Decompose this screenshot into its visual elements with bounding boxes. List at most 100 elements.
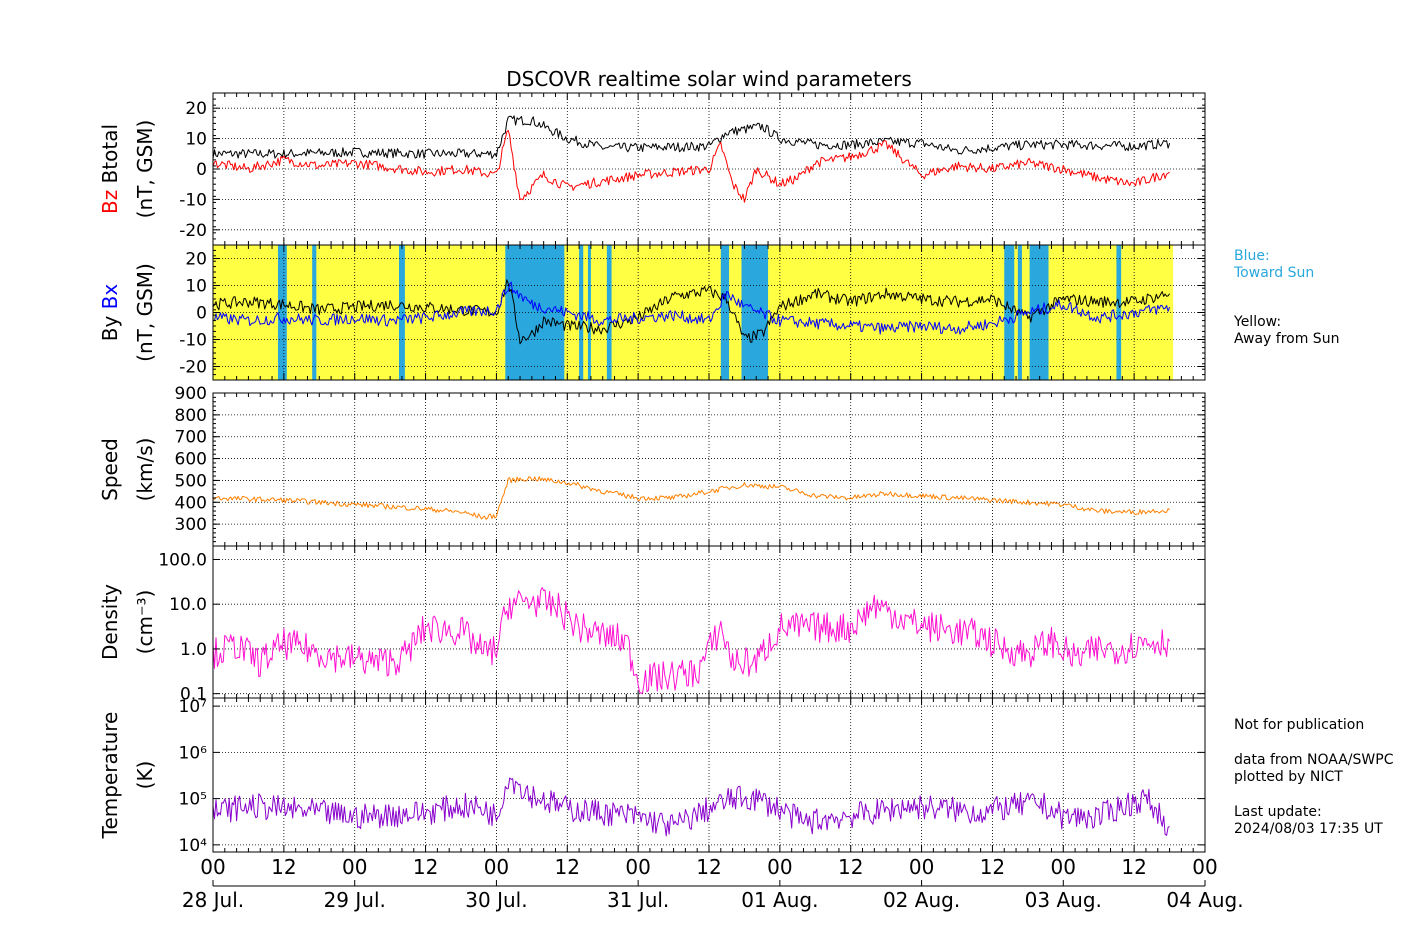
x-hour-tick-label: 12 <box>271 855 296 879</box>
y-tick-label: 1.0 <box>180 640 207 660</box>
legend-yellow-title: Yellow: <box>1234 314 1282 330</box>
x-hour-tick-label: 12 <box>980 855 1005 879</box>
data-source-note: data from NOAA/SWPC <box>1234 752 1394 768</box>
x-hour-tick-label: 00 <box>1051 855 1076 879</box>
legend-blue-desc: Toward Sun <box>1234 265 1315 281</box>
series-line-temperature <box>213 777 1170 837</box>
y-axis-units: (nT, GSM) <box>133 263 157 362</box>
x-hour-tick-label: 12 <box>555 855 580 879</box>
y-axis-units: (K) <box>133 761 157 790</box>
panel-5: 10⁴ 10⁵ 10⁶ 10⁷ Temperature (K) <box>98 697 1206 856</box>
panel-frame <box>212 697 1206 853</box>
panel-plot-area <box>213 93 1205 245</box>
y-tick-label: 10⁵ <box>179 790 207 810</box>
y-axis-label: Bz Btotal <box>98 124 122 214</box>
x-hour-tick-label: 00 <box>200 855 225 879</box>
y-tick-label: -20 <box>179 221 207 241</box>
y-tick-label: -10 <box>179 331 207 351</box>
y-tick-label: 0 <box>196 304 207 324</box>
panel-2: 20 10 0 -10 -20 By Bx (nT, GSM) <box>98 244 1206 381</box>
panel-frame <box>212 392 1206 547</box>
x-date-label: 03 Aug. <box>1025 888 1102 912</box>
panel-plot-area <box>213 698 1205 852</box>
series-line-by <box>213 279 1171 345</box>
x-date-label: 30 Jul. <box>465 888 527 912</box>
y-tick-label: -10 <box>179 190 207 210</box>
y-tick-label: 20 <box>185 99 207 119</box>
y-axis-label-part: Bz <box>98 183 122 214</box>
x-axis: 00 12 00 12 00 12 00 12 00 12 00 12 00 12 00 28 Jul. 29 … <box>182 855 1244 912</box>
y-tick-label: 10 <box>185 130 207 150</box>
series-line-bz <box>213 129 1170 203</box>
last-update-label: Last update: <box>1234 804 1322 820</box>
toward-sun-band <box>587 245 591 380</box>
y-axis-label-part: Btotal <box>98 124 122 183</box>
y-tick-label: 800 <box>175 406 207 426</box>
panel-plot-area <box>213 245 1205 380</box>
x-date-label: 29 Jul. <box>324 888 386 912</box>
x-hour-tick-label: 00 <box>625 855 650 879</box>
series-line-bx <box>213 281 1171 335</box>
toward-sun-band <box>579 245 584 380</box>
x-hour-tick-label: 12 <box>838 855 863 879</box>
y-axis-label-part: By <box>98 309 122 341</box>
last-update-value: 2024/08/03 17:35 UT <box>1234 821 1383 837</box>
y-tick-label: 0.1 <box>180 685 207 705</box>
y-axis-label: Density <box>98 584 122 660</box>
y-tick-label: 10⁶ <box>179 743 208 763</box>
x-hour-tick-label: 00 <box>342 855 367 879</box>
y-tick-label: -20 <box>179 358 207 378</box>
x-date-label: 31 Jul. <box>607 888 669 912</box>
y-tick-label: 300 <box>175 515 207 535</box>
panel-plot-area <box>213 393 1205 546</box>
y-axis-label: Speed <box>98 438 122 501</box>
y-tick-label: 100.0 <box>158 550 207 570</box>
series-line-speed <box>213 476 1170 520</box>
x-hour-tick-label: 12 <box>696 855 721 879</box>
y-axis-units: (cm⁻³) <box>133 590 157 655</box>
y-axis-units: (km/s) <box>133 438 157 502</box>
y-tick-label: 10.0 <box>169 595 207 615</box>
chart-title: DSCOVR realtime solar wind parameters <box>506 67 912 91</box>
x-hour-tick-label: 00 <box>484 855 509 879</box>
x-hour-tick-label: 00 <box>767 855 792 879</box>
panel-1: 20 10 0 -10 -20 Bz Btotal (nT, GSM) <box>98 92 1206 246</box>
panels-layer: 20 10 0 -10 -20 Bz Btotal (nT, GSM) 20 10 0 -10 -20… <box>98 92 1206 856</box>
x-date-label: 04 Aug. <box>1166 888 1243 912</box>
y-tick-label: 10⁴ <box>179 836 208 856</box>
toward-sun-band <box>1004 245 1015 380</box>
series-line-btotal <box>213 115 1171 159</box>
y-tick-label: 900 <box>175 384 207 404</box>
x-date-label: 02 Aug. <box>883 888 960 912</box>
y-axis-label-part: Bx <box>98 284 122 310</box>
x-date-label: 28 Jul. <box>182 888 244 912</box>
toward-sun-band <box>1116 245 1122 380</box>
panel-4: 0.1 1.0 10.0 100.0 Density (cm⁻³) <box>98 545 1206 705</box>
y-tick-label: 0 <box>196 160 207 180</box>
legend-blue-title: Blue: <box>1234 248 1270 264</box>
y-axis-units: (nT, GSM) <box>133 120 157 219</box>
y-axis-label: Temperature <box>98 712 122 840</box>
series-line-density <box>213 587 1171 694</box>
toward-sun-band <box>720 245 730 380</box>
y-tick-label: 500 <box>175 471 207 491</box>
x-hour-tick-label: 12 <box>1121 855 1146 879</box>
panel-plot-area <box>213 546 1205 698</box>
y-tick-label: 700 <box>175 428 207 448</box>
y-tick-label: 10⁷ <box>179 697 208 717</box>
y-tick-label: 600 <box>175 450 207 470</box>
x-date-label: 01 Aug. <box>741 888 818 912</box>
y-tick-label: 10 <box>185 277 207 297</box>
y-tick-label: 400 <box>175 493 207 513</box>
x-hour-tick-label: 00 <box>909 855 934 879</box>
y-tick-label: 20 <box>185 250 207 270</box>
y-axis-label: By Bx <box>98 284 122 342</box>
x-hour-tick-label: 00 <box>1192 855 1217 879</box>
x-hour-tick-label: 12 <box>413 855 438 879</box>
toward-sun-band <box>312 245 317 380</box>
toward-sun-band <box>399 245 405 380</box>
not-for-publication-note: Not for publication <box>1234 717 1365 733</box>
plotted-by-note: plotted by NICT <box>1234 769 1343 785</box>
